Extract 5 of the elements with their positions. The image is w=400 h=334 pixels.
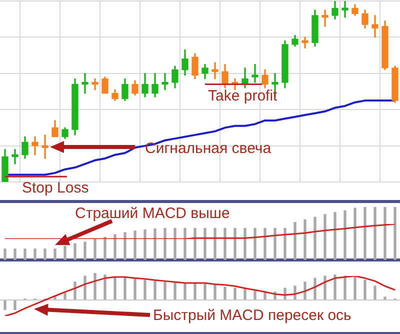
annotation: Сигнальная свеча — [145, 140, 272, 157]
annotation: Страший MACD выше — [75, 205, 230, 222]
annotation: Take profit — [208, 87, 278, 104]
annotation: Быстрый MACD пересек ось — [153, 307, 352, 324]
annotation: Stop Loss — [22, 180, 89, 197]
